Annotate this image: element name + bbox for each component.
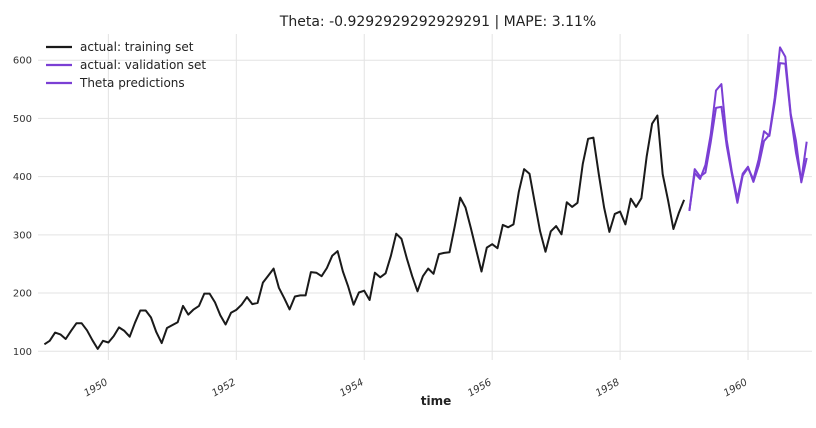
series-line-0 [43, 114, 686, 350]
x-tick-label: 1958 [594, 377, 622, 399]
legend: actual: training set actual: validation s… [46, 40, 206, 90]
y-tick-label: 300 [13, 230, 32, 241]
chart-title: Theta: -0.9292929292929291 | MAPE: 3.11% [279, 14, 596, 30]
y-tick-label: 400 [13, 172, 32, 183]
axis-ticks: 100 200 300 400 500 600 1950 1952 1954 1956 1958 19… [13, 56, 750, 400]
x-tick-label: 1952 [210, 377, 238, 399]
legend-label: actual: validation set [80, 58, 206, 72]
series-lines [43, 46, 808, 350]
x-tick-label: 1956 [466, 377, 494, 399]
grid [38, 34, 812, 360]
legend-label: actual: training set [80, 40, 194, 54]
x-axis-label: time [421, 394, 452, 408]
x-tick-label: 1960 [722, 377, 750, 399]
legend-label: Theta predictions [79, 76, 185, 90]
x-tick-label: 1954 [338, 377, 366, 399]
series-line-2 [688, 62, 808, 212]
y-tick-label: 100 [13, 347, 32, 358]
y-tick-label: 500 [13, 114, 32, 125]
x-tick-label: 1950 [82, 377, 110, 399]
y-tick-label: 600 [13, 56, 32, 67]
y-tick-label: 200 [13, 289, 32, 300]
